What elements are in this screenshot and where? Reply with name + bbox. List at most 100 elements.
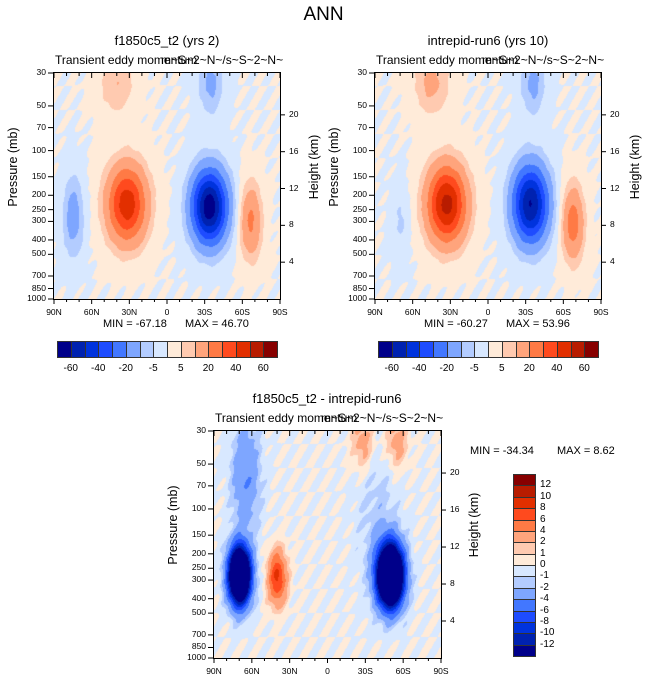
y-tick-label: 400: [191, 592, 206, 603]
y-tick-right-label: 12: [450, 541, 460, 552]
y-axis-right-title-difference: Height (km): [467, 492, 481, 558]
x-tick-label: 0: [485, 307, 491, 317]
colorbar-label: -1: [540, 570, 549, 582]
y-tick-label: 850: [352, 282, 367, 293]
y-tick-label: 100: [352, 144, 367, 155]
colorbar-label: 60: [578, 363, 590, 374]
y-tick-label: 500: [31, 248, 46, 259]
colorbar-label: 1: [540, 547, 546, 559]
colorbar-swatch: [584, 341, 599, 358]
y-tick-label: 30: [357, 67, 367, 77]
x-tick-label: 90S: [593, 307, 609, 317]
y-tick-label: 400: [31, 233, 46, 244]
y-tick-label: 500: [352, 248, 367, 259]
subtitle-units-model1: m~S~2~N~/s~S~2~N~: [161, 53, 284, 67]
colorbar-label: -20: [118, 363, 133, 374]
subtitle-left-model1: Transient eddy momentum: [55, 53, 198, 67]
y-tick-label: 50: [357, 99, 367, 110]
y-tick-label: 300: [31, 215, 46, 226]
x-tick-label: 60S: [234, 307, 250, 317]
y-tick-label: 50: [36, 99, 46, 110]
y-tick-right-label: 4: [610, 256, 615, 267]
y-tick-right-label: 12: [289, 182, 299, 193]
y-tick-label: 250: [191, 562, 206, 573]
min-label-model1: MIN = -67.18: [103, 318, 167, 330]
colorbar-swatch: [513, 644, 536, 657]
panel-title-model1: f1850c5_t2 (yrs 2): [114, 33, 220, 48]
colorbar-label: -40: [412, 363, 427, 374]
colorbar-label: -6: [540, 604, 549, 616]
y-tick-right-label: 20: [289, 108, 299, 119]
y-tick-label: 1000: [27, 293, 46, 303]
y-tick-label: 150: [191, 529, 206, 540]
y-tick-label: 150: [31, 170, 46, 181]
colorbar-label: 5: [177, 363, 184, 374]
subtitle-left-model2: Transient eddy momentum: [376, 53, 519, 67]
colorbar-label: -10: [540, 627, 555, 639]
x-tick-label: 90S: [433, 666, 449, 676]
x-tick-label: 0: [325, 666, 330, 676]
x-tick-label: 90S: [272, 307, 288, 317]
max-label-model1: MAX = 46.70: [185, 318, 249, 330]
colorbar-label: -60: [384, 363, 399, 374]
colorbar-label: 20: [523, 363, 535, 374]
contour-field-model1: [54, 73, 280, 299]
y-tick-label: 300: [352, 215, 367, 226]
colorbar-label: -2: [540, 581, 549, 593]
y-tick-right-label: 8: [610, 219, 615, 230]
y-tick-label: 70: [196, 479, 206, 490]
y-tick-label: 850: [31, 282, 46, 293]
colorbar-label: 20: [202, 363, 214, 374]
colorbar-label: 8: [540, 502, 546, 514]
colorbar-label: 2: [540, 536, 546, 548]
colorbar-label: 10: [540, 490, 552, 502]
colorbar-label: 12: [540, 479, 552, 491]
max-label-model2: MAX = 53.96: [506, 318, 570, 330]
y-tick-label: 250: [31, 203, 46, 214]
subtitle-left-difference: Transient eddy momentum: [215, 411, 358, 425]
y-tick-label: 300: [191, 574, 206, 585]
min-label-difference: MIN = -34.34: [470, 445, 534, 457]
x-tick-label: 60N: [83, 307, 100, 317]
y-tick-label: 70: [357, 121, 367, 132]
y-axis-title-difference: Pressure (mb): [166, 485, 180, 565]
y-tick-right-label: 16: [289, 145, 299, 156]
y-tick-label: 50: [196, 458, 206, 469]
y-tick-label: 850: [191, 641, 206, 652]
y-tick-label: 30: [36, 67, 46, 77]
panel-title-model2: intrepid-run6 (yrs 10): [427, 33, 549, 48]
y-tick-label: 100: [191, 502, 206, 513]
contour-field-difference: [214, 431, 441, 658]
min-label-model2: MIN = -60.27: [424, 318, 488, 330]
subtitle-units-model2: m~S~2~N~/s~S~2~N~: [482, 53, 605, 67]
colorbar-label: -8: [540, 615, 549, 627]
y-tick-right-label: 4: [450, 615, 455, 625]
colorbar-label: 40: [230, 363, 242, 374]
colorbar-label: -5: [469, 363, 479, 374]
panel-title-difference: f1850c5_t2 - intrepid-run6: [252, 391, 402, 406]
y-tick-label: 100: [31, 144, 46, 155]
contour-field-model2: [375, 73, 601, 299]
max-label-difference: MAX = 8.62: [557, 445, 615, 457]
colorbar-label: 40: [551, 363, 563, 374]
x-tick-label: 30S: [357, 666, 373, 676]
colorbar-label: -4: [540, 593, 549, 605]
y-tick-label: 1000: [348, 293, 367, 303]
y-tick-right-label: 20: [610, 108, 620, 119]
colorbar-label: 60: [257, 363, 269, 374]
y-tick-right-label: 20: [450, 467, 460, 478]
y-tick-label: 200: [191, 547, 206, 558]
colorbar-label: -40: [91, 363, 106, 374]
y-tick-right-label: 8: [289, 219, 294, 230]
x-tick-label: 90N: [206, 666, 222, 676]
colorbar-label: -60: [63, 363, 78, 374]
colorbar-swatch: [263, 341, 278, 358]
y-tick-label: 700: [31, 270, 46, 280]
colorbar-label: -20: [439, 363, 454, 374]
x-tick-label: 30N: [281, 666, 298, 676]
x-tick-label: 30N: [442, 307, 459, 317]
y-tick-right-label: 12: [610, 182, 620, 193]
x-tick-label: 60N: [244, 666, 260, 676]
